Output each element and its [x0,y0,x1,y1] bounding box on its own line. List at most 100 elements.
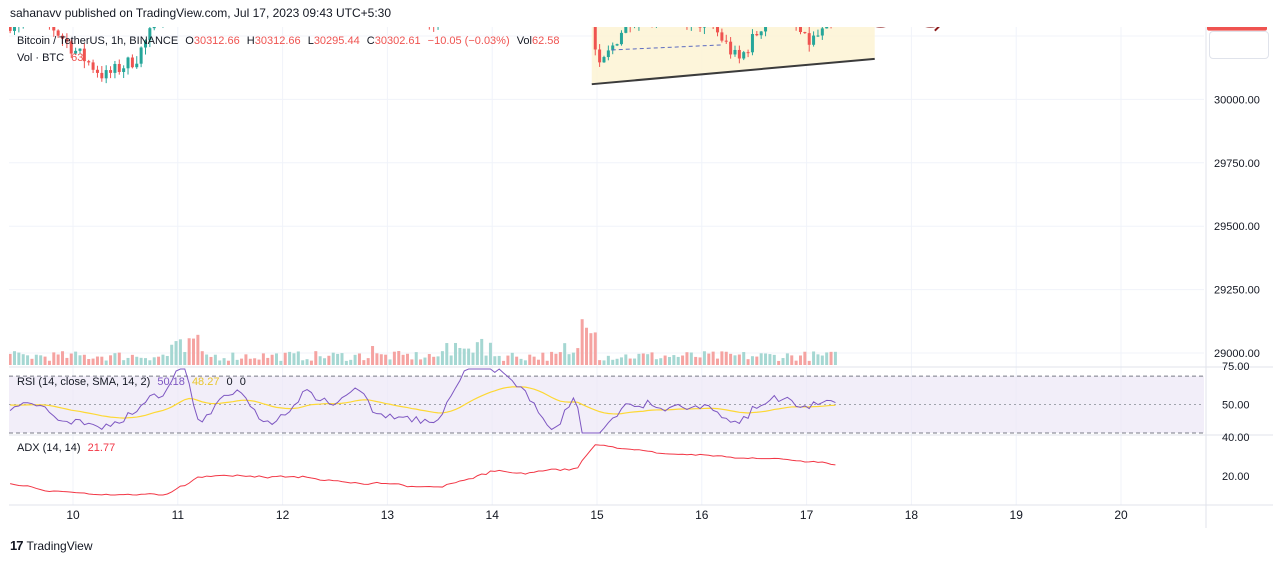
scale-button[interactable] [1209,31,1269,59]
volume-bar [401,354,405,365]
volume-bar [720,351,724,365]
candle-body [611,45,615,51]
volume-bar [432,356,436,365]
candle-body [807,33,811,45]
candle-body [87,61,91,63]
volume-bar [598,360,602,365]
volume-bar [104,360,108,365]
time-tick-label: 13 [381,508,395,522]
volume-bar [602,360,606,365]
volume-bar [702,351,706,365]
candle-body [91,62,95,70]
volume-bar [825,352,829,365]
volume-bar [807,360,811,365]
volume-bar [336,353,340,365]
volume-bar [192,338,196,365]
volume-bar [567,354,571,365]
volume-bar [91,358,95,365]
time-tick-label: 10 [66,508,80,522]
high-value: 30312.66 [254,35,301,47]
candle-body [593,0,597,50]
chart-svg[interactable]: 31250.0031000.0030750.0030500.0030250.00… [8,0,1273,528]
close-label: C [366,35,375,47]
volume-bar [646,354,650,365]
open-label: O [185,35,194,47]
last-price-label: 30302.61 [1216,27,1262,30]
rsi-tick-label: 40.00 [1222,432,1250,444]
price-tick-label: 29500.00 [1214,221,1260,233]
low-label: L [307,35,314,47]
chart-background [9,27,1273,528]
volume-bar [794,360,798,365]
volume-bar [152,357,156,365]
volume-bar [213,354,217,365]
volume-bar [318,356,322,365]
candle-body [624,20,628,33]
volume-bar [231,352,235,365]
footer-brand: TradingView [26,538,93,553]
volume-bar [47,360,51,365]
volume-bar [633,358,637,365]
volume-bar [257,359,261,365]
volume-bar [550,351,554,365]
rsi-label: RSI (14, close, SMA, 14, 2) [17,376,151,388]
volume-bar [488,342,492,365]
candle-body [148,28,152,41]
candle-body [74,50,78,54]
volume-bar [681,355,685,365]
vol-value: 62.58 [531,35,560,47]
candle-body [729,41,733,55]
price-tick-label: 29750.00 [1214,158,1260,170]
candle-body [816,35,820,37]
candle-body [750,34,754,53]
volume-bar [729,353,733,365]
volume-bar [637,353,641,365]
footer: 17 TradingView [10,538,93,553]
candle-body [798,23,802,33]
candle-body [724,40,728,42]
volume-bar [174,341,178,365]
rsi-ma-line [10,386,836,419]
volume-bar [248,358,252,365]
volume-bar [205,354,209,365]
volume-bar [135,356,139,365]
volume-bar [78,355,82,365]
chart-area[interactable]: 31250.0031000.0030750.0030500.0030250.00… [8,0,1273,528]
candle-body [8,23,12,31]
volume-bar [742,352,746,365]
volume-bar [785,353,789,365]
volume-bar [558,352,562,365]
volume-bar [833,351,837,365]
candle-body [143,40,147,48]
candle-body [598,49,602,63]
volume-bar [161,354,165,365]
volume-bar [270,354,274,365]
volume-bar [143,358,147,365]
adx-label: ADX (14, 14) [17,442,81,454]
volume-bar [392,351,396,365]
volume-bar [523,360,527,365]
volume-bar [480,338,484,365]
volume-bar [812,351,816,365]
volume-bar [707,353,711,365]
adx-tick-label: 20.00 [1222,471,1250,483]
candle-body [61,35,65,39]
rsi-tick-label: 75.00 [1222,361,1250,373]
volume-bar [30,358,34,365]
publisher-note: sahanavv published on TradingView.com, J… [10,6,392,20]
candle-body [746,52,750,54]
volume-bar [467,348,471,365]
volume-bar [615,358,619,365]
volume-bar [113,353,117,365]
volume-bar [157,356,161,365]
time-tick-label: 14 [486,508,500,522]
candle-body [100,72,104,79]
adx-pane [9,444,1273,506]
vol-label: Vol [516,35,532,47]
candle-body [615,44,619,46]
time-tick-label: 12 [276,508,290,522]
rsi-line [9,368,836,434]
volume-bar [593,332,597,365]
volume-bar [95,356,99,365]
candle-body [606,50,610,58]
